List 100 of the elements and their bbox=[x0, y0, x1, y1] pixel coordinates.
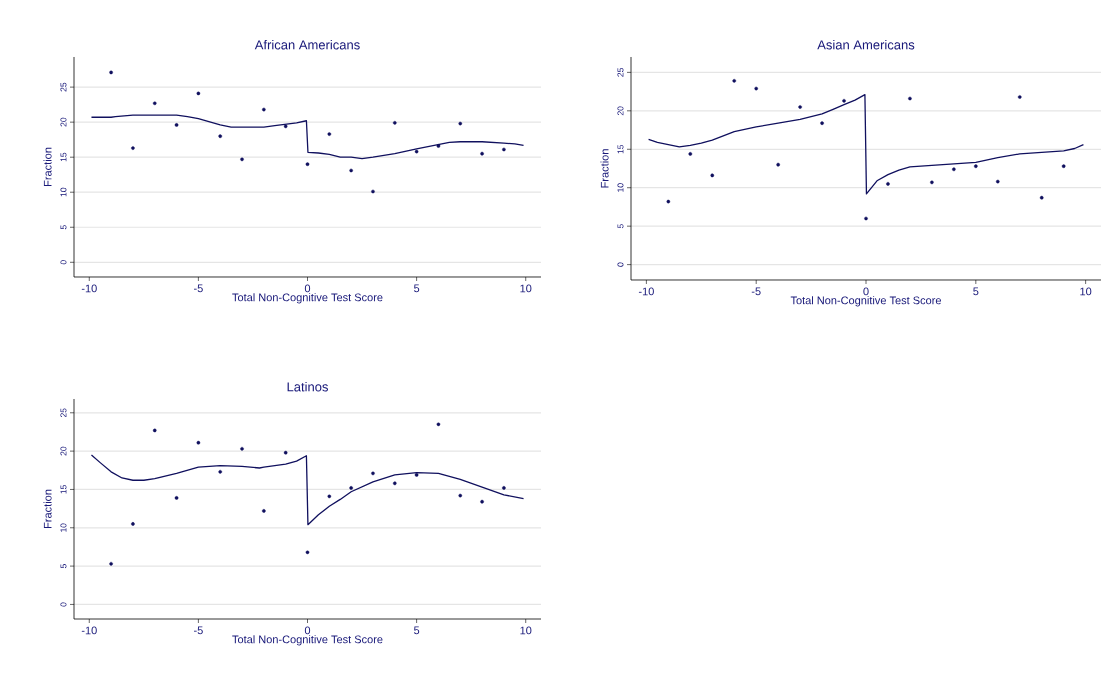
point bbox=[974, 164, 978, 168]
y-tick-label: 10 bbox=[60, 187, 67, 197]
y-tick-label: 0 bbox=[617, 262, 624, 267]
point bbox=[480, 151, 484, 156]
y-tick-label: 10 bbox=[617, 183, 624, 192]
x-tick-label: 10 bbox=[520, 626, 532, 635]
x-axis-title: Total Non-Cognitive Test Score bbox=[232, 635, 383, 646]
point bbox=[174, 496, 179, 500]
point bbox=[327, 494, 332, 499]
line-series bbox=[647, 94, 1085, 195]
point bbox=[327, 132, 332, 136]
point bbox=[776, 162, 780, 167]
x-tick-label: 10 bbox=[1080, 287, 1092, 296]
chart-title: African Americans bbox=[254, 39, 360, 50]
point bbox=[392, 121, 397, 125]
point bbox=[283, 450, 288, 455]
y-tick-label: 15 bbox=[617, 144, 624, 154]
point bbox=[283, 124, 288, 129]
point bbox=[305, 162, 310, 166]
point bbox=[392, 481, 397, 486]
point bbox=[732, 79, 737, 83]
point bbox=[109, 70, 113, 75]
point bbox=[502, 147, 506, 152]
point bbox=[886, 182, 890, 186]
point bbox=[218, 470, 223, 474]
point bbox=[710, 173, 715, 178]
x-tick-label: -5 bbox=[751, 287, 761, 296]
x-tick-label: 10 bbox=[520, 284, 532, 293]
point bbox=[1039, 195, 1044, 200]
y-axis-title: Fraction bbox=[43, 489, 52, 528]
point bbox=[436, 144, 441, 148]
point bbox=[305, 550, 310, 555]
x-tick-label: -10 bbox=[81, 626, 97, 635]
x-tick-label: -5 bbox=[193, 284, 203, 293]
point bbox=[109, 562, 113, 566]
point bbox=[908, 96, 912, 101]
point bbox=[371, 189, 375, 194]
x-tick-label: -5 bbox=[193, 626, 203, 635]
point bbox=[864, 216, 868, 221]
y-tick-label: 5 bbox=[60, 225, 67, 230]
chart-title: Asian Americans bbox=[817, 39, 915, 50]
point bbox=[349, 168, 353, 173]
y-tick-label: 25 bbox=[60, 82, 67, 92]
point bbox=[262, 509, 266, 513]
point bbox=[152, 428, 157, 433]
y-tick-label: 20 bbox=[617, 106, 624, 116]
point bbox=[930, 180, 934, 185]
point bbox=[458, 121, 463, 126]
y-tick-label: 5 bbox=[617, 224, 624, 229]
point bbox=[240, 447, 244, 451]
x-tick-label: 5 bbox=[414, 284, 420, 293]
point bbox=[174, 123, 179, 127]
y-tick-label: 20 bbox=[60, 446, 67, 456]
y-tick-label: 0 bbox=[60, 602, 67, 607]
y-axis-title: Fraction bbox=[43, 147, 52, 186]
point bbox=[152, 101, 157, 106]
y-tick-label: 10 bbox=[60, 523, 67, 532]
point bbox=[436, 422, 441, 427]
point bbox=[349, 486, 353, 490]
point bbox=[240, 157, 244, 162]
y-tick-label: 0 bbox=[60, 260, 67, 265]
point bbox=[754, 86, 758, 91]
point bbox=[371, 471, 375, 476]
point bbox=[1017, 95, 1022, 99]
x-axis-title: Total Non-Cognitive Test Score bbox=[232, 293, 383, 304]
point bbox=[1061, 164, 1066, 168]
point bbox=[952, 167, 956, 172]
x-tick-label: -10 bbox=[638, 287, 654, 296]
x-axis-title: Total Non-Cognitive Test Score bbox=[790, 296, 941, 307]
point bbox=[798, 105, 802, 109]
point bbox=[131, 522, 135, 526]
y-tick-label: 20 bbox=[60, 117, 67, 127]
x-tick-label: 5 bbox=[973, 287, 979, 296]
point bbox=[666, 199, 671, 204]
point bbox=[196, 91, 201, 96]
x-tick-label: 0 bbox=[863, 287, 869, 296]
point bbox=[262, 107, 266, 112]
point bbox=[842, 99, 846, 103]
chart-title: Latinos bbox=[287, 381, 328, 392]
point bbox=[502, 486, 506, 490]
x-tick-label: 0 bbox=[304, 284, 311, 293]
point bbox=[196, 440, 201, 445]
point bbox=[131, 146, 135, 150]
x-tick-label: 5 bbox=[414, 626, 420, 635]
point bbox=[414, 149, 419, 154]
point bbox=[820, 121, 824, 125]
y-tick-label: 15 bbox=[60, 152, 67, 162]
x-tick-label: 0 bbox=[304, 626, 311, 635]
point bbox=[218, 134, 223, 138]
x-tick-label: -10 bbox=[81, 284, 97, 293]
line-series bbox=[90, 454, 525, 526]
point bbox=[688, 152, 693, 156]
y-axis-title: Fraction bbox=[600, 149, 609, 188]
y-tick-label: 5 bbox=[60, 564, 67, 569]
point bbox=[414, 473, 419, 477]
y-tick-label: 25 bbox=[60, 408, 67, 418]
point bbox=[480, 499, 484, 504]
y-tick-label: 25 bbox=[617, 68, 624, 77]
point bbox=[458, 493, 463, 498]
y-tick-label: 15 bbox=[60, 485, 67, 494]
